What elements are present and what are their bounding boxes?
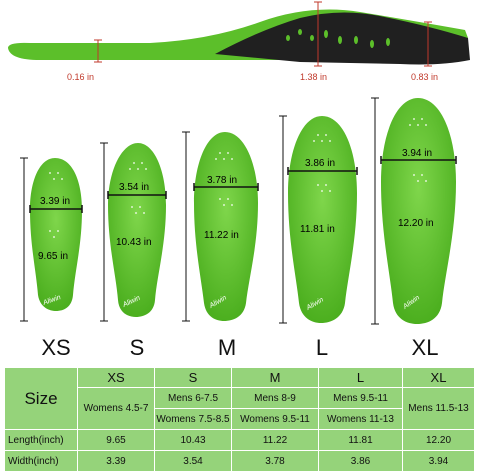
width-label-m: 3.78 in [207, 175, 238, 186]
insole-xs [30, 158, 82, 311]
insole-vent-holes [286, 29, 390, 48]
width-s: 3.54 [154, 450, 232, 472]
width-m: 3.78 [231, 450, 319, 472]
insole-xl [381, 98, 456, 324]
heel-depth-label: 0.16 in [67, 72, 95, 82]
width-l: 3.86 [318, 450, 403, 472]
size-label-l: L [315, 335, 329, 360]
size-col-m: M [231, 367, 319, 388]
insole-l [288, 116, 357, 323]
width-xs: 3.39 [77, 450, 155, 472]
length-label-xs: 9.65 in [38, 251, 69, 262]
shoe-size-m-womens: Womens 9.5-11 [231, 408, 319, 430]
shoe-size-s-mens: Mens 6-7.5 [154, 387, 232, 409]
length-m: 11.22 [231, 429, 319, 451]
size-label-s: S [129, 335, 145, 360]
shoe-size-xl: Mens 11.5-13 [402, 387, 475, 430]
insole-s [108, 143, 166, 317]
length-label-m: 11.22 in [204, 230, 239, 241]
length-label-l: 11.81 in [300, 224, 335, 235]
forefoot-thickness-label: 0.83 in [411, 72, 439, 82]
size-header: Size [4, 367, 78, 430]
length-label-s: 10.43 in [116, 237, 152, 248]
shoe-size-m-mens: Mens 8-9 [231, 387, 319, 409]
size-col-l: L [318, 367, 403, 388]
insole-arch-shell [215, 12, 470, 65]
shoe-size-s-womens: Womens 7.5-8.5 [154, 408, 232, 430]
length-s: 10.43 [154, 429, 232, 451]
width-xl: 3.94 [402, 450, 475, 472]
insole-m [194, 132, 258, 321]
size-label-xs: XS [41, 335, 71, 360]
length-row-label: Length(inch) [4, 429, 78, 451]
length-dimension-lines [20, 97, 379, 325]
shoe-size-l-mens: Mens 9.5-11 [318, 387, 403, 409]
arch-height-label: 1.38 in [300, 72, 328, 82]
insole-side-view [8, 1, 470, 67]
length-l: 11.81 [318, 429, 403, 451]
perforation-dots [49, 118, 427, 238]
size-table: Size XS S M L XL Womens 4.5-7 Mens 6-7.5… [4, 367, 475, 472]
shoe-size-xs: Womens 4.5-7 [77, 387, 155, 430]
length-label-xl: 12.20 in [398, 218, 434, 229]
width-label-s: 3.54 in [119, 182, 150, 193]
size-label-xl: XL [411, 335, 439, 360]
shoe-size-l-womens: Womens 11-13 [318, 408, 403, 430]
size-col-xs: XS [77, 367, 155, 388]
size-col-s: S [154, 367, 232, 388]
width-label-xl: 3.94 in [402, 148, 433, 159]
width-label-xs: 3.39 in [40, 196, 71, 207]
length-xl: 12.20 [402, 429, 475, 451]
width-label-l: 3.86 in [305, 158, 336, 169]
width-row-label: Width(inch) [4, 450, 78, 472]
size-col-xl: XL [402, 367, 475, 388]
size-label-m: M [217, 335, 237, 360]
width-dimension-lines [29, 156, 457, 213]
length-xs: 9.65 [77, 429, 155, 451]
insoles-top-view: Aliwin Aliwin Aliwin Aliwin Aliwin [20, 97, 457, 325]
